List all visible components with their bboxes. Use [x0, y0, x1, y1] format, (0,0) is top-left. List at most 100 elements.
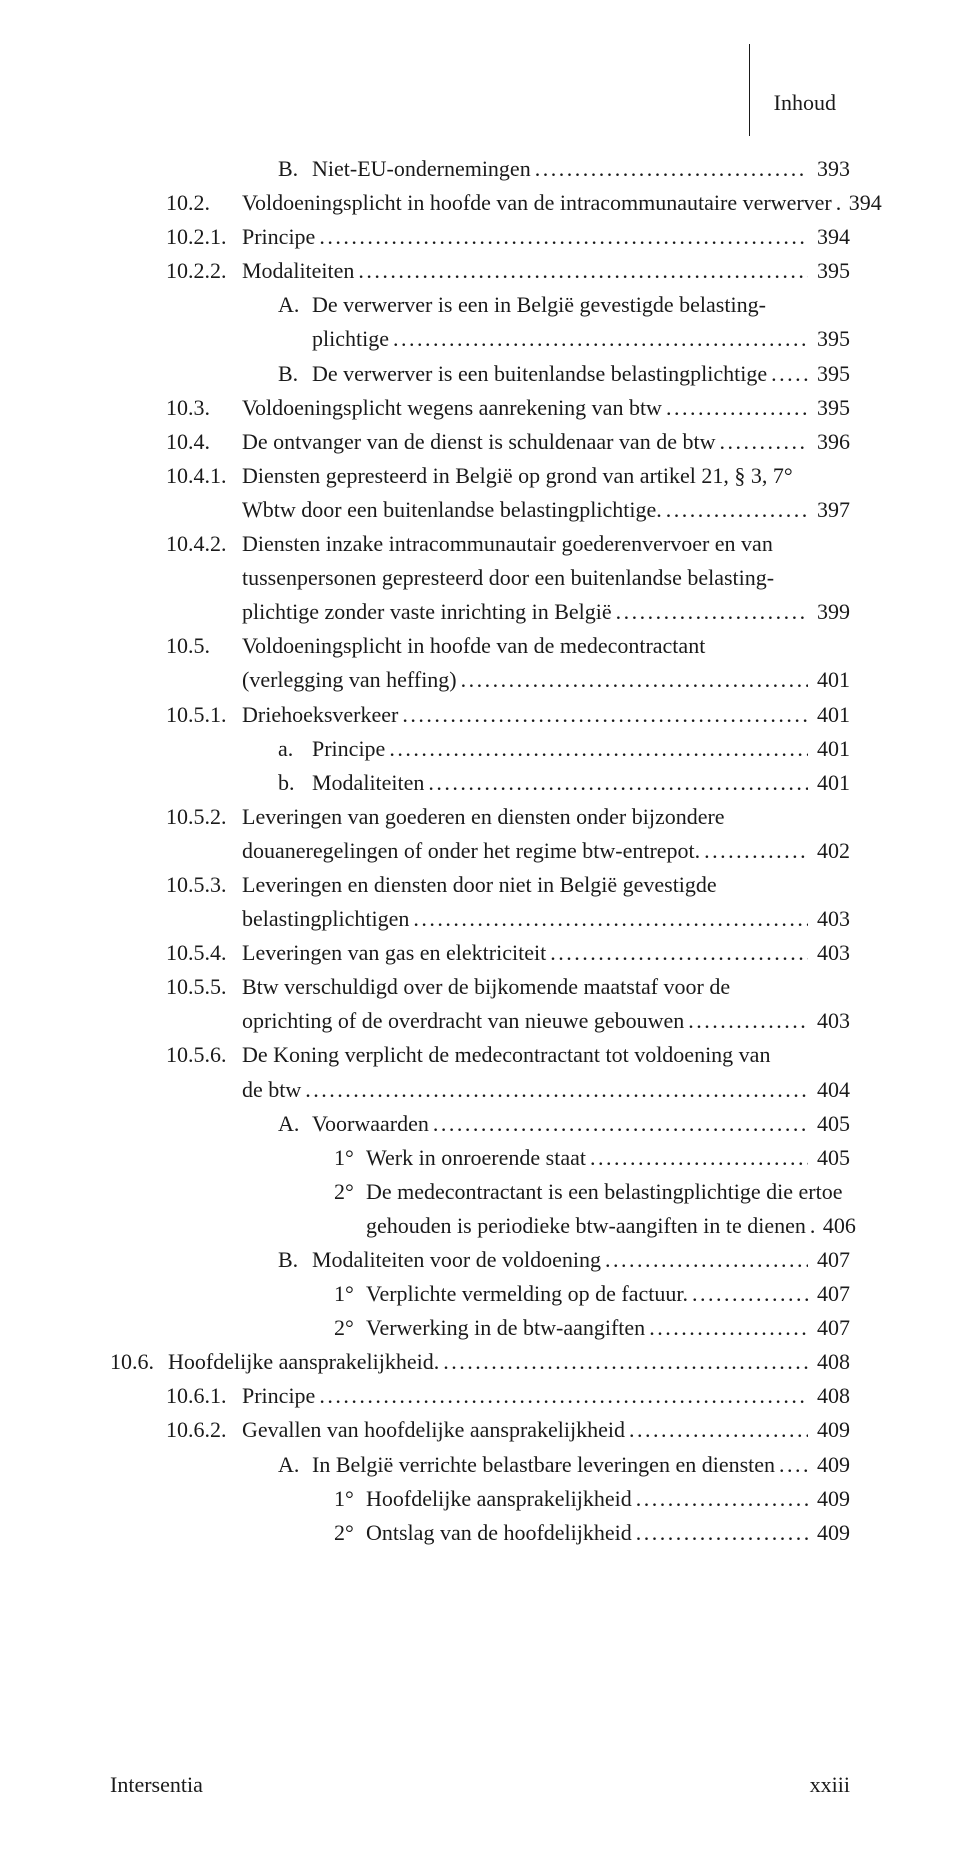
toc-entry-last-line: plichtige...............................… — [312, 322, 850, 356]
toc-entry-last-line: Wbtw door een buitenlandse belastingplic… — [242, 493, 850, 527]
toc-leader-dots: ........................................… — [612, 595, 808, 629]
toc-leader-dots: ........................................… — [315, 1379, 808, 1413]
toc-entry-page: 403 — [808, 936, 850, 970]
toc-entry-number: b. — [278, 766, 312, 800]
toc-entry: 10.6.1.Principe.........................… — [110, 1379, 850, 1413]
toc-leader-dots: ........................................… — [832, 186, 840, 220]
toc-entry-page: 393 — [808, 152, 850, 186]
toc-entry-page: 408 — [808, 1379, 850, 1413]
header-title: Inhoud — [774, 90, 836, 115]
toc-entry-title: Werk in onroerende staat — [366, 1141, 586, 1175]
toc-leader-dots: ........................................… — [429, 1107, 808, 1141]
toc-entry-page: 402 — [808, 834, 850, 868]
toc-entry-body: Leveringen van gas en elektriciteit.....… — [242, 936, 850, 970]
toc-entry-title: belastingplichtigen — [242, 902, 409, 936]
toc-entry-title: Modaliteiten — [242, 254, 354, 288]
toc-entry-body: De verwerver is een in België gevestigde… — [312, 288, 850, 356]
toc-entry-page: 396 — [808, 425, 850, 459]
toc-entry-page: 401 — [808, 766, 850, 800]
toc-entry-body: Hoofdelijke aansprakelijkheid...........… — [168, 1345, 850, 1379]
toc-entry: 10.5.6.De Koning verplicht de medecontra… — [110, 1038, 850, 1106]
toc-entry-body: Niet-EU-ondernemingen...................… — [312, 152, 850, 186]
toc-entry-title-line: Leveringen en diensten door niet in Belg… — [242, 868, 850, 902]
toc-entry: 10.4.1.Diensten gepresteerd in België op… — [110, 459, 850, 527]
toc-entry-last-line: oprichting of de overdracht van nieuwe g… — [242, 1004, 850, 1038]
toc-entry-body: Principe................................… — [242, 220, 850, 254]
toc-entry-body: Btw verschuldigd over de bijkomende maat… — [242, 970, 850, 1038]
running-header: Inhoud — [110, 90, 850, 116]
toc-entry-page: 409 — [808, 1413, 850, 1447]
toc-entry-page: 401 — [808, 698, 850, 732]
toc-entry-last-line: De ontvanger van de dienst is schuldenaa… — [242, 425, 850, 459]
toc-entry-title-line: Diensten gepresteerd in België op grond … — [242, 459, 850, 493]
toc-entry-body: Modaliteiten voor de voldoening.........… — [312, 1243, 850, 1277]
toc-entry-page: 395 — [808, 391, 850, 425]
toc-entry-number: 10.5.5. — [166, 970, 242, 1004]
toc-entry-body: Hoofdelijke aansprakelijkheid...........… — [366, 1482, 850, 1516]
table-of-contents: B. Niet-EU-ondernemingen.................… — [110, 152, 850, 1550]
toc-entry-body: De ontvanger van de dienst is schuldenaa… — [242, 425, 850, 459]
toc-entry-last-line: Verplichte vermelding op de factuur.....… — [366, 1277, 850, 1311]
toc-entry: 10.5.5.Btw verschuldigd over de bijkomen… — [110, 970, 850, 1038]
toc-leader-dots: ........................................… — [632, 1482, 808, 1516]
toc-entry: b.Modaliteiten..........................… — [110, 766, 850, 800]
toc-entry-title-line: De medecontractant is een belastingplich… — [366, 1175, 850, 1209]
toc-entry-number: 10.4.2. — [166, 527, 242, 561]
toc-entry-number: 1° — [334, 1482, 366, 1516]
toc-entry-body: Gevallen van hoofdelijke aansprakelijkhe… — [242, 1413, 850, 1447]
toc-entry-page: 407 — [808, 1243, 850, 1277]
toc-entry-number: a. — [278, 732, 312, 766]
toc-entry-page: 404 — [808, 1073, 850, 1107]
header-rule — [749, 44, 750, 136]
page: Inhoud B. Niet-EU-ondernemingen..........… — [0, 0, 960, 1864]
toc-entry-number: 10.5.2. — [166, 800, 242, 834]
toc-entry-last-line: Niet-EU-ondernemingen...................… — [312, 152, 850, 186]
toc-leader-dots: ........................................… — [398, 698, 808, 732]
toc-entry-page: 395 — [808, 322, 850, 356]
toc-entry-title: (verlegging van heffing) — [242, 663, 457, 697]
toc-entry-body: De Koning verplicht de medecontractant t… — [242, 1038, 850, 1106]
toc-entry: 1°Werk in onroerende staat..............… — [110, 1141, 850, 1175]
toc-entry-last-line: Ontslag van de hoofdelijkheid...........… — [366, 1516, 850, 1550]
toc-entry-number: 2° — [334, 1175, 366, 1209]
toc-entry: 10.6.2.Gevallen van hoofdelijke aansprak… — [110, 1413, 850, 1447]
toc-entry-title: De verwerver is een buitenlandse belasti… — [312, 357, 767, 391]
toc-entry-body: Ontslag van de hoofdelijkheid...........… — [366, 1516, 850, 1550]
toc-leader-dots: ........................................… — [625, 1413, 808, 1447]
toc-entry-page: 401 — [808, 663, 850, 697]
toc-entry-title: In België verrichte belastbare leveringe… — [312, 1448, 775, 1482]
toc-entry: 10.3.Voldoeningsplicht wegens aanrekenin… — [110, 391, 850, 425]
toc-entry-page: 395 — [808, 254, 850, 288]
toc-entry-number: 10.5.4. — [166, 936, 242, 970]
toc-entry-body: Diensten inzake intracommunautair goeder… — [242, 527, 850, 629]
toc-entry-number: 10.5.1. — [166, 698, 242, 732]
toc-entry-last-line: Voldoeningsplicht in hoofde van de intra… — [242, 186, 850, 220]
toc-entry-page: 407 — [808, 1277, 850, 1311]
toc-entry-number: 10.3. — [166, 391, 242, 425]
toc-entry-number: 1° — [334, 1141, 366, 1175]
toc-entry-last-line: gehouden is periodieke btw-aangiften in … — [366, 1209, 850, 1243]
toc-entry-body: Voldoeningsplicht in hoofde van de medec… — [242, 629, 850, 697]
toc-entry-number: 10.5.3. — [166, 868, 242, 902]
toc-entry-title: Gevallen van hoofdelijke aansprakelijkhe… — [242, 1413, 625, 1447]
toc-entry-body: Modaliteiten............................… — [312, 766, 850, 800]
toc-entry-page: 409 — [808, 1482, 850, 1516]
toc-entry-title-line: Diensten inzake intracommunautair goeder… — [242, 527, 850, 561]
toc-entry-title: Ontslag van de hoofdelijkheid — [366, 1516, 632, 1550]
toc-entry-last-line: Gevallen van hoofdelijke aansprakelijkhe… — [242, 1413, 850, 1447]
toc-entry-title-line: tussenpersonen gepresteerd door een buit… — [242, 561, 850, 595]
toc-entry-body: De medecontractant is een belastingplich… — [366, 1175, 850, 1243]
toc-entry: a.Principe..............................… — [110, 732, 850, 766]
toc-entry-last-line: Modaliteiten voor de voldoening.........… — [312, 1243, 850, 1277]
toc-entry-title: Niet-EU-ondernemingen — [312, 152, 531, 186]
toc-entry-number: B. — [278, 1243, 312, 1277]
toc-entry-page: 409 — [808, 1516, 850, 1550]
toc-entry: 10.4.2.Diensten inzake intracommunautair… — [110, 527, 850, 629]
toc-entry-number: 10.4.1. — [166, 459, 242, 493]
toc-entry-page: 399 — [808, 595, 850, 629]
toc-leader-dots: ........................................… — [409, 902, 808, 936]
toc-entry-title: Verplichte vermelding op de factuur. — [366, 1277, 688, 1311]
toc-entry-number: A. — [278, 1107, 312, 1141]
footer-publisher: Intersentia — [110, 1772, 203, 1798]
toc-entry-page: 403 — [808, 902, 850, 936]
